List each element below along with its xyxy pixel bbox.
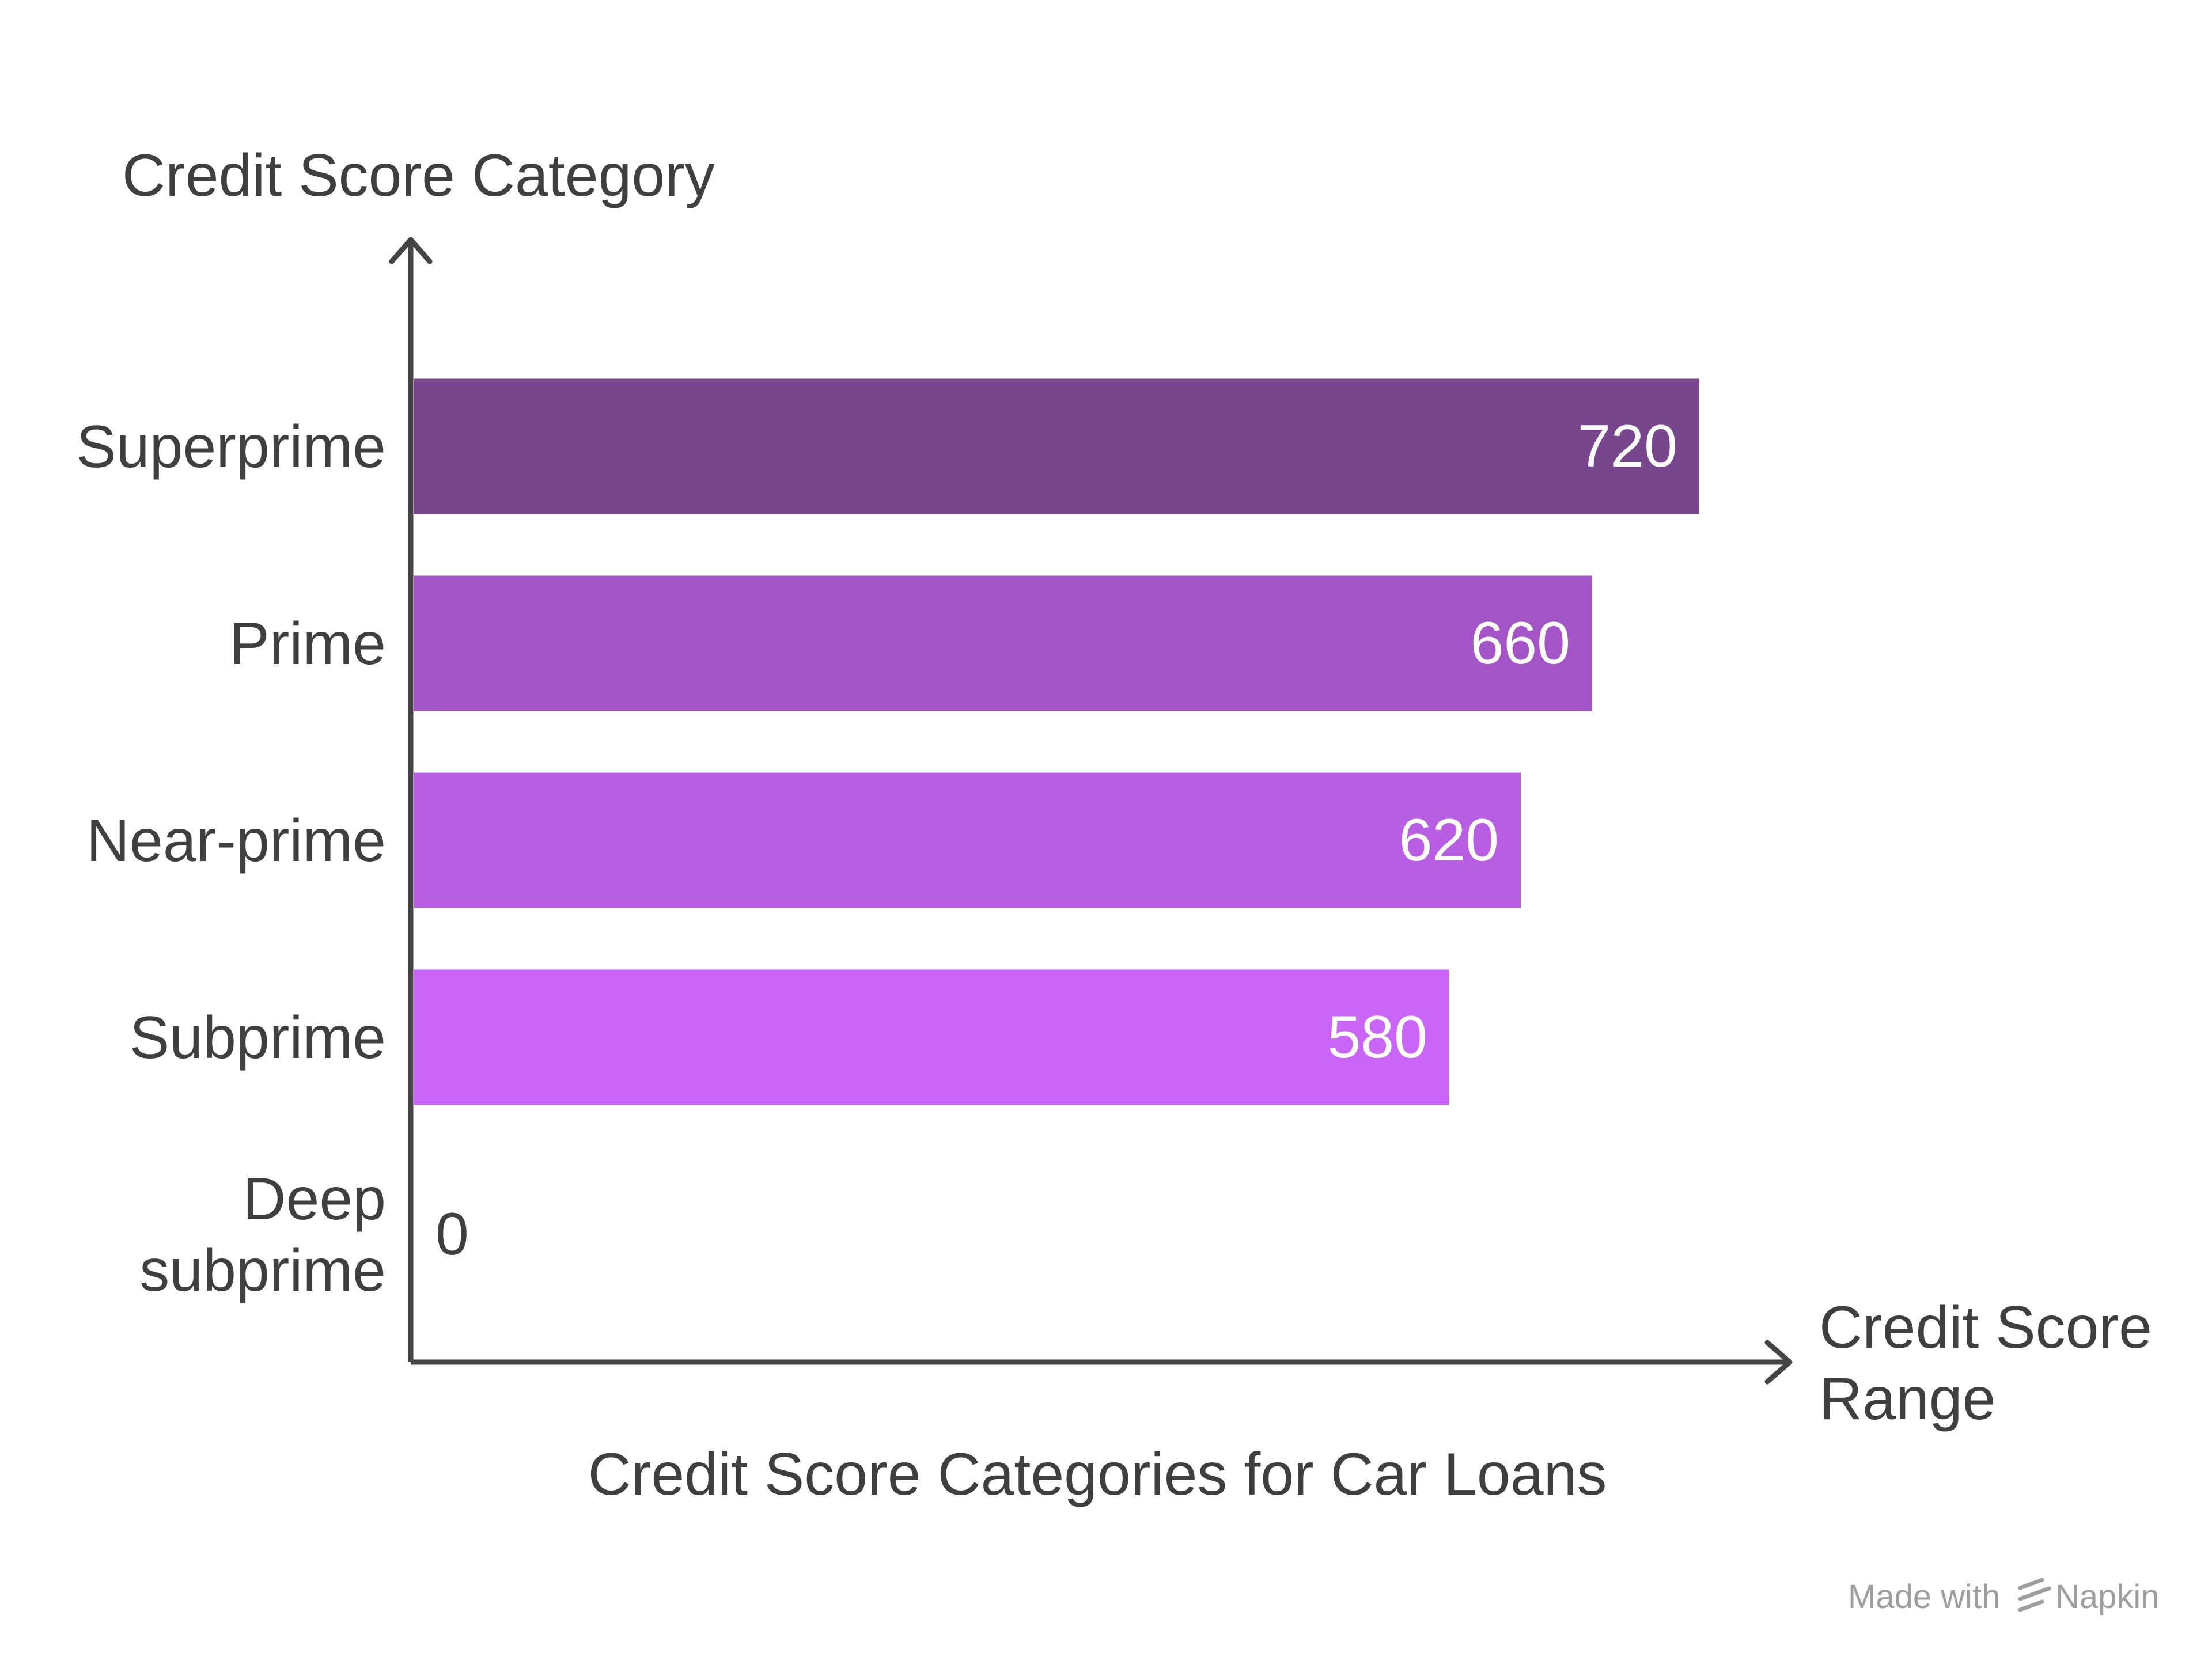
category-label-line: Superprime xyxy=(76,414,386,480)
category-label-line: Near-prime xyxy=(86,807,386,874)
bar-value-label: 620 xyxy=(1399,807,1499,874)
x-axis-label-line-2: Range xyxy=(1819,1366,1995,1432)
category-label: Prime xyxy=(229,611,386,677)
bar-value-label: 0 xyxy=(435,1201,469,1268)
category-label-line: Deep xyxy=(243,1166,386,1233)
category-label: Subprime xyxy=(130,1004,386,1071)
x-axis-label-line-1: Credit Score xyxy=(1819,1294,2152,1361)
bar-value-label: 580 xyxy=(1327,1004,1427,1071)
category-label-line: subprime xyxy=(139,1237,386,1304)
category-labels-group: Superprime Prime Near-prime Subprime Deep sub… xyxy=(76,414,386,1304)
category-label: Near-prime xyxy=(86,807,386,874)
category-label: Superprime xyxy=(76,414,386,480)
y-axis-arrow-icon xyxy=(389,237,433,264)
y-axis-label: Credit Score Category xyxy=(122,142,715,209)
bar xyxy=(414,575,1592,711)
bars-group: 720 660 620 580 0 xyxy=(414,378,1699,1268)
watermark-prefix: Made with xyxy=(1848,1578,2000,1616)
x-axis-arrow-icon xyxy=(1764,1340,1793,1385)
category-label-line: Subprime xyxy=(130,1004,386,1071)
category-label: Deep subprime xyxy=(139,1166,386,1304)
bar-value-label: 720 xyxy=(1577,413,1677,480)
napkin-logo-icon xyxy=(2018,1578,2051,1612)
bar xyxy=(414,969,1449,1105)
watermark-brand: Napkin xyxy=(2055,1578,2160,1616)
x-axis-label: Credit Score Range xyxy=(1819,1294,2169,1432)
bar xyxy=(414,378,1699,514)
bar-value-label: 660 xyxy=(1470,610,1570,677)
watermark: Made with Napkin xyxy=(1848,1578,2160,1616)
chart-title: Credit Score Categories for Car Loans xyxy=(588,1441,1607,1508)
bar xyxy=(414,772,1521,908)
category-label-line: Prime xyxy=(229,611,386,677)
